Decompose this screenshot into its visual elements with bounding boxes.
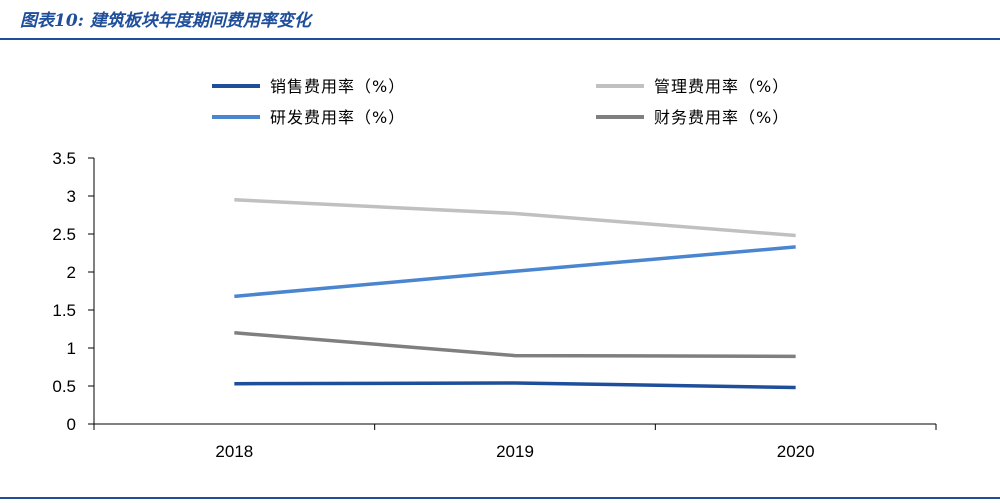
y-tick-label: 1.5 [52,301,76,320]
series-group [234,198,796,390]
y-tick-label: 1 [67,339,76,358]
title-rule [0,38,1000,40]
legend-label: 研发费用率（%） [270,108,405,127]
series-line-3 [234,331,796,359]
bottom-rule [0,497,1000,499]
y-tick-label: 3 [67,187,76,206]
x-tick-label: 2018 [215,442,253,461]
y-tick-label: 0 [67,415,76,434]
figure-title: 图表10: 建筑板块年度期间费用率变化 [20,11,311,31]
y-tick-label: 0.5 [52,377,76,396]
legend-label: 销售费用率（%） [270,77,405,96]
y-tick-label: 3.5 [52,149,76,168]
series-line-1 [234,198,796,238]
legend: 销售费用率（%） 管理费用率（%） 研发费用率（%） 财务费用率（%） [212,77,789,127]
series-line-0 [234,381,796,390]
series-line-2 [234,245,796,299]
y-tick-label: 2 [67,263,76,282]
axes: 0 0.5 1 1.5 2 2.5 3 3.5 2018 2019 2020 [52,149,937,461]
x-tick-label: 2020 [777,442,815,461]
legend-label: 财务费用率（%） [654,108,789,127]
legend-label: 管理费用率（%） [654,77,789,96]
x-tick-label: 2019 [496,442,534,461]
y-tick-label: 2.5 [52,225,76,244]
